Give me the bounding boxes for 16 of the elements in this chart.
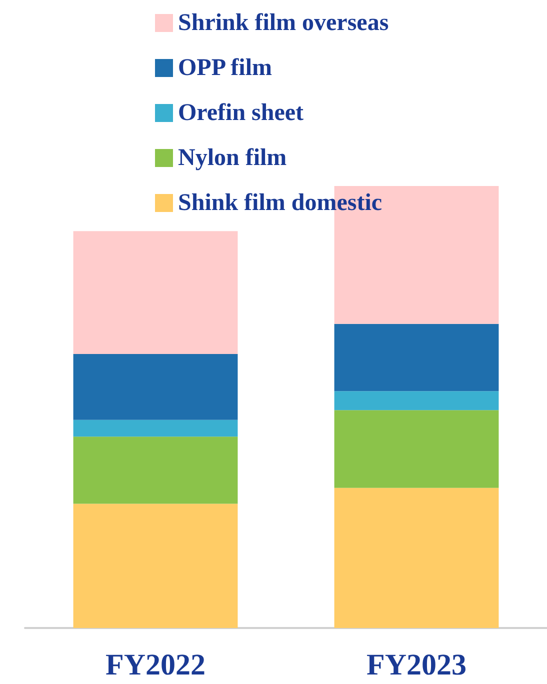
bar [73, 436, 238, 504]
x-tick-label: FY2022 [106, 648, 206, 682]
bar [73, 231, 238, 354]
legend-label: Shink film domestic [178, 190, 382, 216]
legend-label: Orefin sheet [178, 100, 304, 126]
x-tick-label: FY2023 [366, 648, 466, 682]
bar [334, 324, 499, 392]
bar [334, 410, 499, 488]
bar [334, 391, 499, 410]
legend-label: Nylon film [178, 145, 287, 171]
legend-label: OPP film [178, 55, 272, 81]
bar [73, 354, 238, 420]
legend-label: Shrink film overseas [178, 10, 389, 36]
bar [73, 504, 238, 628]
bar [334, 488, 499, 628]
bar [73, 420, 238, 437]
